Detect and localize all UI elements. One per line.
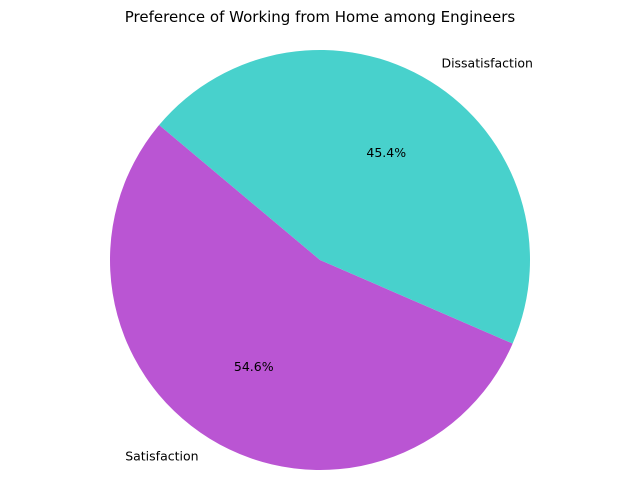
pie-category-label-satisfaction: Satisfaction bbox=[125, 448, 198, 463]
pie-slice-dissatisfaction bbox=[159, 49, 531, 344]
pie-pct-label-dissatisfaction: 45.4% bbox=[366, 145, 406, 160]
pie-slices bbox=[110, 49, 531, 470]
chart-title: Preference of Working from Home among En… bbox=[125, 8, 516, 26]
pie-slice-satisfaction bbox=[110, 125, 513, 470]
pie-pct-label-satisfaction: 54.6% bbox=[234, 359, 274, 374]
pie-labels: 54.6% Satisfaction 45.4% Dissatisfaction bbox=[125, 56, 533, 464]
pie-category-label-dissatisfaction: Dissatisfaction bbox=[441, 56, 533, 71]
